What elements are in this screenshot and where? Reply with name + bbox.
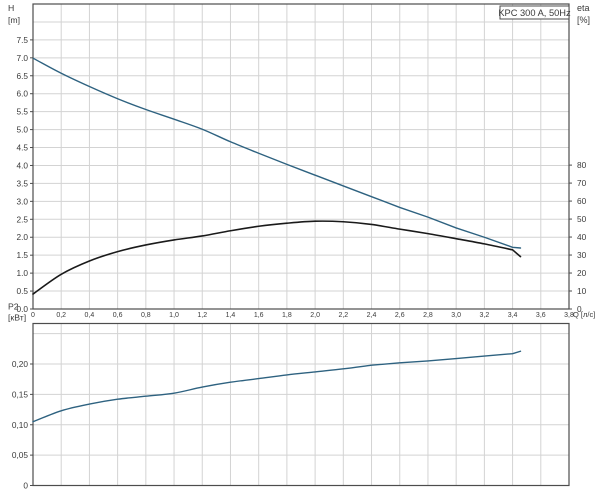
svg-text:0,10: 0,10 xyxy=(12,420,29,430)
svg-text:50: 50 xyxy=(577,214,587,224)
svg-text:0: 0 xyxy=(23,481,28,491)
svg-text:0,8: 0,8 xyxy=(141,312,151,319)
svg-text:1,8: 1,8 xyxy=(282,312,292,319)
svg-text:3.5: 3.5 xyxy=(16,178,28,188)
svg-text:7.0: 7.0 xyxy=(16,53,28,63)
svg-text:3,4: 3,4 xyxy=(508,312,518,319)
svg-text:2,8: 2,8 xyxy=(423,312,433,319)
svg-text:0: 0 xyxy=(31,312,35,319)
svg-text:80: 80 xyxy=(577,160,587,170)
svg-text:2,4: 2,4 xyxy=(367,312,377,319)
svg-text:3,2: 3,2 xyxy=(480,312,490,319)
svg-text:3,6: 3,6 xyxy=(536,312,546,319)
svg-text:0,2: 0,2 xyxy=(56,312,66,319)
svg-text:KPC 300 A, 50Hz: KPC 300 A, 50Hz xyxy=(498,8,571,18)
svg-text:3.0: 3.0 xyxy=(16,196,28,206)
svg-text:2.0: 2.0 xyxy=(16,232,28,242)
svg-text:0,20: 0,20 xyxy=(12,359,29,369)
svg-text:1,0: 1,0 xyxy=(169,312,179,319)
svg-text:2,0: 2,0 xyxy=(310,312,320,319)
svg-text:6.0: 6.0 xyxy=(16,89,28,99)
svg-text:1.5: 1.5 xyxy=(16,250,28,260)
svg-text:40: 40 xyxy=(577,232,587,242)
svg-text:2,2: 2,2 xyxy=(338,312,348,319)
svg-text:0,4: 0,4 xyxy=(85,312,95,319)
svg-text:[кВт]: [кВт] xyxy=(8,313,26,323)
svg-text:0,05: 0,05 xyxy=(12,450,29,460)
svg-text:[m]: [m] xyxy=(8,15,20,25)
svg-text:1,2: 1,2 xyxy=(197,312,207,319)
svg-text:5.0: 5.0 xyxy=(16,125,28,135)
svg-text:2,6: 2,6 xyxy=(395,312,405,319)
svg-text:[%]: [%] xyxy=(577,15,590,25)
svg-text:1.0: 1.0 xyxy=(16,268,28,278)
svg-text:P2: P2 xyxy=(8,302,19,312)
svg-text:5.5: 5.5 xyxy=(16,107,28,117)
svg-text:eta: eta xyxy=(577,3,590,13)
svg-text:4.5: 4.5 xyxy=(16,143,28,153)
svg-text:6.5: 6.5 xyxy=(16,71,28,81)
svg-text:0: 0 xyxy=(577,304,582,314)
svg-text:1,6: 1,6 xyxy=(254,312,264,319)
svg-text:0.5: 0.5 xyxy=(16,286,28,296)
svg-text:10: 10 xyxy=(577,286,587,296)
svg-text:30: 30 xyxy=(577,250,587,260)
svg-text:0,15: 0,15 xyxy=(12,389,29,399)
svg-text:7.5: 7.5 xyxy=(16,35,28,45)
svg-text:70: 70 xyxy=(577,178,587,188)
svg-text:60: 60 xyxy=(577,196,587,206)
svg-text:3,0: 3,0 xyxy=(451,312,461,319)
svg-text:0,6: 0,6 xyxy=(113,312,123,319)
svg-text:20: 20 xyxy=(577,268,587,278)
svg-text:2.5: 2.5 xyxy=(16,214,28,224)
svg-text:4.0: 4.0 xyxy=(16,160,28,170)
svg-text:1,4: 1,4 xyxy=(226,312,236,319)
svg-text:H: H xyxy=(8,3,14,13)
